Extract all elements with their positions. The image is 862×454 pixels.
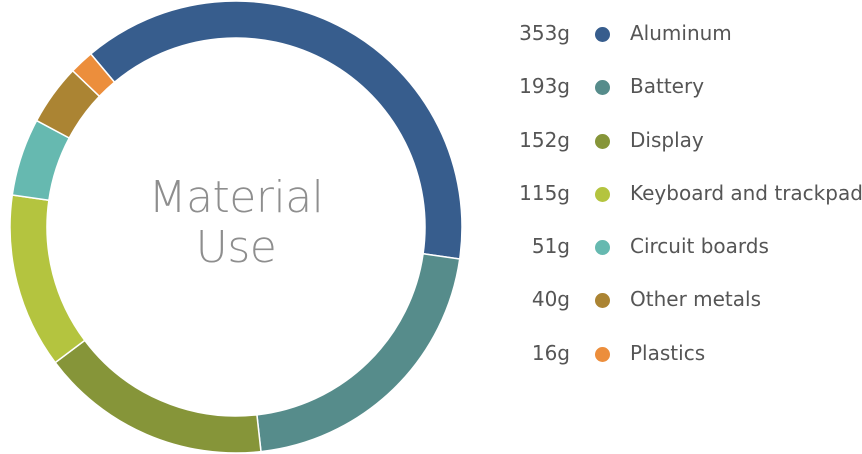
legend-swatch xyxy=(595,240,610,256)
chart-title: Material Use xyxy=(86,173,386,273)
legend: 353g Aluminum 193g Battery 152g Display … xyxy=(480,8,862,381)
slice-display xyxy=(54,339,262,454)
slice-keyboard-and-trackpad xyxy=(9,194,86,364)
legend-value: 152g xyxy=(519,127,570,152)
chart-title-line-1: Material xyxy=(148,172,324,223)
legend-value: 40g xyxy=(531,287,570,312)
legend-swatch xyxy=(595,133,610,149)
legend-value: 353g xyxy=(519,21,570,45)
legend-swatch xyxy=(595,80,610,96)
legend-label: Other metals xyxy=(630,287,762,312)
legend-item-other-metals: 40g Other metals xyxy=(480,274,862,327)
legend-item-battery: 193g Battery xyxy=(480,61,862,114)
legend-swatch xyxy=(595,346,610,362)
legend-item-circuit-boards: 51g Circuit boards xyxy=(480,221,862,274)
legend-swatch xyxy=(595,186,610,202)
slice-plastics xyxy=(71,52,116,98)
legend-swatch xyxy=(595,293,610,309)
legend-value: 16g xyxy=(531,340,570,365)
donut-slices xyxy=(9,0,463,454)
legend-label: Keyboard and trackpad xyxy=(630,180,862,205)
legend-swatch xyxy=(595,27,610,42)
slice-battery xyxy=(256,252,461,453)
legend-label: Battery xyxy=(630,74,705,99)
chart-title-line-2: Use xyxy=(195,222,277,273)
legend-item-display: 152g Display xyxy=(480,115,862,168)
legend-value: 51g xyxy=(531,234,570,259)
donut-chart xyxy=(9,0,463,454)
legend-label: Circuit boards xyxy=(630,234,769,259)
legend-value: 193g xyxy=(519,74,570,99)
legend-label: Display xyxy=(630,127,704,152)
legend-label: Aluminum xyxy=(630,21,732,45)
legend-item-keyboard-and-trackpad: 115g Keyboard and trackpad xyxy=(480,168,862,221)
legend-item-aluminum: 353g Aluminum xyxy=(480,8,862,61)
legend-label: Plastics xyxy=(630,340,706,365)
legend-item-plastics: 16g Plastics xyxy=(480,328,862,381)
legend-value: 115g xyxy=(519,180,570,205)
